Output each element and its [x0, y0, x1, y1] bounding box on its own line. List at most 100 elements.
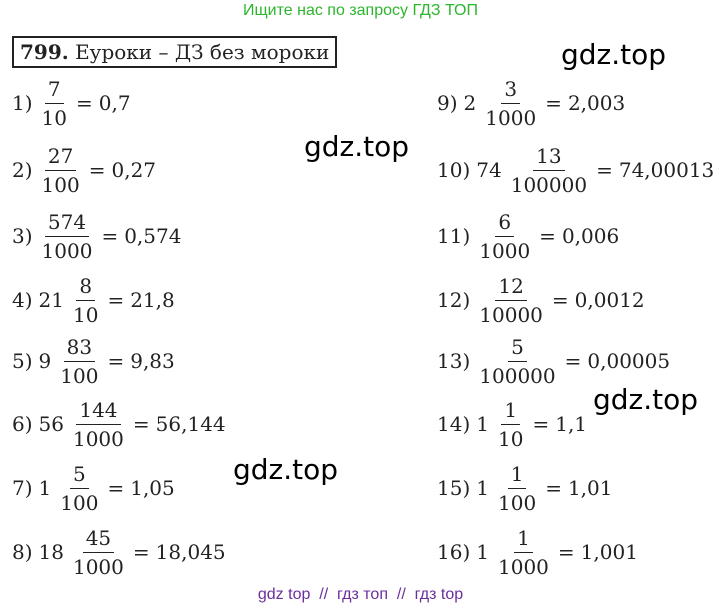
result: 0,006	[561, 224, 620, 248]
numerator: 574	[44, 208, 90, 237]
whole-part: 21	[38, 288, 64, 312]
equation: 10) 74 13 100000 = 74,00013	[437, 138, 714, 202]
item-label: 7)	[12, 476, 33, 500]
equation: 14) 1 1 10 = 1,1	[437, 392, 587, 456]
equation: 8) 18 45 1000 = 18,045	[12, 520, 226, 584]
equals: =	[132, 540, 150, 564]
denominator: 1000	[72, 554, 124, 579]
footer: gdz top // гдз топ // гдз top	[257, 586, 464, 603]
result: 1,01	[567, 476, 613, 500]
result: 56,144	[155, 412, 226, 436]
numerator: 13	[533, 142, 565, 171]
item-label: 15)	[437, 476, 471, 500]
equals: =	[107, 349, 125, 373]
fraction: 83 100	[57, 333, 101, 390]
equation: 1) 7 10 = 0,7	[12, 71, 131, 135]
denominator: 100	[60, 490, 99, 515]
problem-number: 799.	[20, 40, 69, 64]
problem-header: 799. Еуроки – ДЗ без мороки	[12, 36, 338, 68]
numerator: 1	[514, 524, 533, 553]
numerator: 144	[76, 396, 121, 425]
fraction: 1 100	[495, 460, 539, 517]
equation: 15) 1 1 100 = 1,01	[437, 456, 612, 520]
fraction: 5 100000	[476, 333, 558, 390]
banner: Ищите нас по запросу ГДЗ ТОП	[243, 2, 478, 19]
numerator: 45	[82, 524, 115, 553]
equation: 7) 1 5 100 = 1,05	[12, 456, 175, 520]
denominator: 1000	[498, 554, 549, 579]
result: 0,7	[98, 91, 131, 115]
result: 74,00013	[618, 158, 715, 182]
item-label: 8)	[12, 540, 33, 564]
denominator: 10000	[479, 302, 543, 327]
equation: 11) 6 1000 = 0,006	[437, 204, 619, 268]
result: 2,003	[567, 91, 626, 115]
whole-part: 2	[463, 91, 477, 115]
fraction: 13 100000	[508, 142, 590, 199]
denominator: 1000	[41, 238, 93, 263]
item-label: 1)	[12, 91, 33, 115]
equals: =	[545, 91, 562, 115]
numerator: 6	[495, 208, 515, 237]
whole-part: 18	[38, 540, 64, 564]
denominator: 1000	[485, 105, 537, 130]
problem-title: Еуроки – ДЗ без мороки	[75, 40, 330, 64]
equation: 2) 27 100 = 0,27	[12, 138, 156, 202]
equation: 13) 5 100000 = 0,00005	[437, 329, 670, 393]
item-label: 14)	[437, 412, 471, 436]
result: 1,001	[580, 540, 638, 564]
equals: =	[107, 476, 125, 500]
item-label: 5)	[12, 349, 33, 373]
result: 1,05	[130, 476, 175, 500]
equals: =	[539, 224, 556, 248]
watermark: gdz.top	[593, 383, 699, 416]
equals: =	[132, 412, 150, 436]
result: 21,8	[130, 288, 175, 312]
item-label: 10)	[437, 158, 471, 182]
numerator: 1	[501, 396, 521, 425]
result: 0,574	[124, 224, 182, 248]
result: 1,1	[555, 412, 588, 436]
item-label: 6)	[12, 412, 33, 436]
result: 0,0012	[574, 288, 645, 312]
equals: =	[107, 288, 125, 312]
numerator: 3	[501, 75, 521, 104]
whole-part: 1	[38, 476, 52, 500]
fraction: 1 10	[495, 396, 526, 453]
equals: =	[101, 224, 119, 248]
equation: 4) 21 8 10 = 21,8	[12, 268, 175, 332]
result: 0,00005	[587, 349, 671, 373]
numerator: 8	[76, 272, 96, 301]
fraction: 1 1000	[495, 524, 552, 581]
equals: =	[75, 91, 93, 115]
whole-part: 56	[38, 412, 64, 436]
fraction: 6 1000	[476, 208, 533, 265]
denominator: 1000	[72, 426, 124, 451]
equals: =	[596, 158, 613, 182]
equation: 3) 574 1000 = 0,574	[12, 204, 181, 268]
item-label: 4)	[12, 288, 33, 312]
equation: 9) 2 3 1000 = 2,003	[437, 71, 625, 135]
numerator: 12	[495, 272, 527, 301]
equals: =	[557, 540, 575, 564]
equation: 6) 56 144 1000 = 56,144	[12, 392, 226, 456]
denominator: 100000	[510, 172, 588, 197]
fraction: 3 1000	[482, 75, 539, 132]
result: 0,27	[111, 158, 157, 182]
item-label: 12)	[437, 288, 471, 312]
item-label: 3)	[12, 224, 33, 248]
watermark: gdz.top	[561, 38, 667, 71]
watermark: gdz.top	[233, 453, 339, 486]
item-label: 11)	[437, 224, 471, 248]
equals: =	[551, 288, 569, 312]
denominator: 100	[498, 490, 537, 515]
item-label: 13)	[437, 349, 471, 373]
item-label: 2)	[12, 158, 33, 182]
whole-part: 74	[476, 158, 502, 182]
whole-part: 1	[476, 540, 489, 564]
denominator: 10	[41, 105, 67, 130]
denominator: 100	[41, 172, 80, 197]
fraction: 144 1000	[70, 396, 127, 453]
equation: 12) 12 10000 = 0,0012	[437, 268, 645, 332]
